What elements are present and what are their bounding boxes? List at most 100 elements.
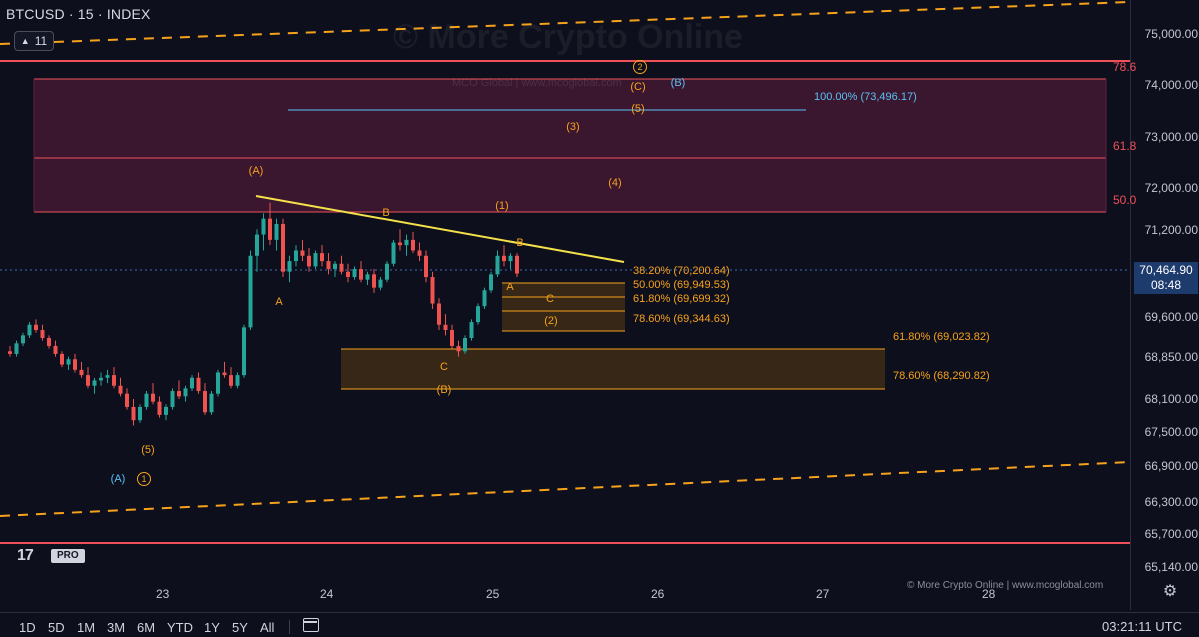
utc-clock[interactable]: 03:21:11 UTC — [1102, 619, 1182, 634]
wave-label-1-circle: 1 — [137, 472, 151, 486]
wave-label-5-top: (5) — [631, 103, 645, 115]
wave-label-4: (4) — [608, 177, 622, 189]
candle-body — [118, 385, 123, 394]
range-button-1m[interactable]: 1M — [77, 620, 96, 635]
candle-body — [346, 271, 350, 277]
candle-body — [326, 261, 331, 270]
wave-label-B-paren: (B) — [436, 384, 452, 396]
candle-body — [99, 377, 103, 381]
candle-body — [411, 239, 415, 251]
candle-body — [229, 375, 233, 386]
candle-body — [274, 223, 279, 240]
chevron-up-icon: ▲ — [20, 36, 30, 46]
candle-body — [73, 359, 77, 370]
fib-lower-786-label: 78.60% (68,290.82) — [893, 370, 990, 382]
candles-layer — [8, 202, 519, 426]
upper-zone — [34, 79, 1106, 212]
candle-body — [170, 391, 175, 407]
price-label: 65,700.00 — [1144, 527, 1198, 541]
time-label: 28 — [982, 587, 996, 601]
candle-body — [242, 327, 246, 376]
candle-body — [248, 255, 253, 328]
candle-body — [424, 255, 428, 277]
candle-body — [47, 338, 51, 346]
range-button-1d[interactable]: 1D — [19, 620, 36, 635]
candle-body — [40, 330, 45, 338]
wave-label-3: (3) — [566, 121, 580, 133]
wave-label-5-low: (5) — [141, 444, 155, 456]
range-button-5y[interactable]: 5Y — [232, 620, 248, 635]
candle-body — [255, 234, 259, 256]
candle-body — [196, 377, 201, 392]
range-button-5d[interactable]: 5D — [48, 620, 65, 635]
candle-body — [307, 255, 311, 267]
candle-body — [469, 322, 474, 338]
range-button-6m[interactable]: 6M — [137, 620, 156, 635]
time-label: 27 — [816, 587, 830, 601]
fib-small-786-label: 78.60% (69,344.63) — [633, 313, 730, 325]
price-label: 74,000.00 — [1144, 78, 1198, 92]
candle-body — [417, 250, 422, 256]
candle-body — [177, 391, 181, 397]
candle-body — [352, 269, 357, 277]
trendline[interactable] — [255, 195, 625, 263]
time-label: 26 — [651, 587, 665, 601]
fib-lower-618-label: 61.80% (69,023.82) — [893, 331, 990, 343]
bar-countdown: 08:48 — [1150, 278, 1182, 292]
badge-count: 11 — [34, 34, 48, 48]
price-label: 69,600.00 — [1144, 310, 1198, 324]
candle-body — [112, 375, 116, 386]
wave-label-C-paren: (C) — [630, 81, 646, 93]
candle-body — [456, 345, 461, 352]
gear-icon[interactable]: ⚙ — [1162, 583, 1178, 600]
wave-label-2-circle: 2 — [633, 60, 647, 74]
price-label: 68,100.00 — [1144, 392, 1198, 406]
calendar-range-icon[interactable] — [303, 618, 319, 632]
wave-label-c-low: C — [440, 361, 448, 373]
candle-body — [430, 277, 435, 304]
channel-upper — [0, 1, 1131, 45]
pro-badge: PRO — [51, 549, 85, 563]
range-button-ytd[interactable]: YTD — [167, 620, 193, 635]
candle-body — [294, 250, 298, 262]
candle-body — [508, 255, 513, 262]
fib-small-618-label: 61.80% (69,699.32) — [633, 293, 730, 305]
candle-body — [14, 343, 19, 354]
symbol-title[interactable]: BTCUSD · 15 · INDEX — [6, 6, 151, 22]
zone-label-500: 50.0 — [1113, 193, 1137, 207]
candle-body — [300, 250, 305, 256]
candle-body — [79, 369, 84, 376]
price-label: 71,200.00 — [1144, 223, 1198, 237]
indicator-badge[interactable]: ▲ 11 — [14, 31, 54, 51]
candle-body — [235, 375, 240, 386]
candle-body — [495, 255, 500, 275]
range-button-all[interactable]: All — [260, 620, 275, 635]
candle-body — [209, 393, 214, 413]
range-button-1y[interactable]: 1Y — [204, 620, 220, 635]
candle-body — [320, 253, 324, 262]
candle-body — [261, 218, 266, 235]
price-axis[interactable] — [1130, 0, 1199, 610]
candle-body — [489, 274, 493, 291]
candle-body — [222, 372, 227, 376]
price-label: 72,000.00 — [1144, 181, 1198, 195]
range-button-3m[interactable]: 3M — [107, 620, 126, 635]
candle-body — [216, 372, 220, 394]
tradingview-logo[interactable]: 17 PRO — [17, 547, 87, 564]
candle-body — [372, 274, 376, 288]
wave-label-1-paren: (1) — [495, 200, 509, 212]
watermark-sub: MCO Global | www.mcoglobal.com — [452, 77, 622, 89]
candle-body — [144, 393, 149, 407]
wave-label-c-right: C — [546, 293, 554, 305]
candle-body — [183, 388, 188, 397]
small-fib-box — [502, 283, 625, 331]
candle-body — [365, 274, 370, 280]
time-label: 25 — [486, 587, 500, 601]
candle-body — [27, 324, 32, 336]
candle-body — [105, 375, 110, 378]
candle-body — [287, 261, 292, 272]
candle-body — [463, 338, 467, 352]
candle-body — [443, 324, 448, 331]
candle-body — [138, 406, 142, 421]
